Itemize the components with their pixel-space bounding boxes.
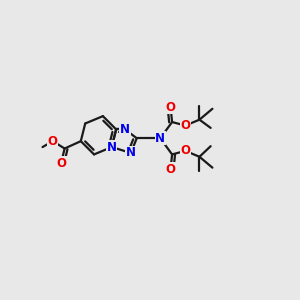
Text: O: O: [180, 144, 190, 158]
Text: N: N: [107, 141, 117, 154]
Text: N: N: [120, 123, 130, 136]
Text: N: N: [155, 132, 165, 145]
Text: O: O: [48, 135, 58, 148]
Text: O: O: [56, 157, 66, 170]
Text: O: O: [166, 163, 176, 176]
Text: O: O: [180, 119, 190, 132]
Text: O: O: [166, 101, 176, 114]
Text: N: N: [126, 146, 136, 159]
